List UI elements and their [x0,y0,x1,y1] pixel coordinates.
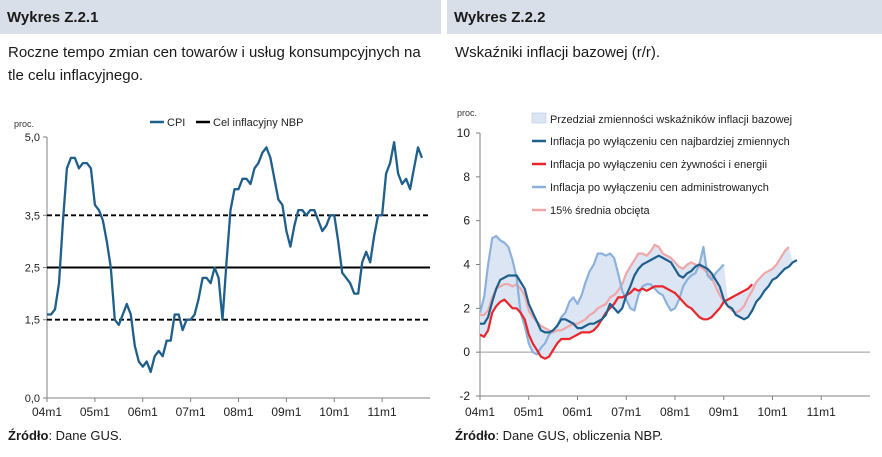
x-tick-label: 04m1 [465,405,495,419]
x-tick-label: 04m1 [32,405,62,419]
series-line-1 [479,283,754,360]
chart-panel-core-inflation: Wykres Z.2.2 Wskaźniki inflacji bazowej … [447,0,882,457]
cpi-chart: proc. 0,0 1,5 2,5 3,5 5,0 04m1 05m1 06m1 07m1 08m1… [14,117,430,419]
x-tick-label: 11m1 [807,405,836,419]
series-line-0 [480,254,798,334]
x-tick-label: 09m1 [709,405,739,419]
x-tick-label: 10m1 [319,405,349,419]
y-tick-label: 6 [463,214,470,228]
y-tick-label: 2 [463,301,470,315]
legend-label: CPI [167,117,185,129]
legend-label: Inflacja po wyłączeniu cen najbardziej z… [550,136,790,148]
x-tick-label: 10m1 [757,405,787,419]
x-tick-label: 07m1 [176,405,206,419]
x-tick-label: 07m1 [611,405,641,419]
y-tick-label: 0 [463,345,470,359]
y-tick-label: 5,0 [25,132,40,144]
legend-label: Cel inflacyjny NBP [213,117,303,129]
chart-title: Wskaźniki inflacji bazowej (r/r). [455,44,661,61]
chart-panel-cpi: Wykres Z.2.1 Roczne tempo zmian cen towa… [0,0,441,443]
x-tick-label: 08m1 [660,405,690,419]
y-tick-label: 3,5 [25,210,40,222]
chart-source: Źródło: Dane GUS, obliczenia NBP. [455,428,663,443]
series-line-3 [480,243,790,334]
legend-label: Przedział zmienności wskaźników inflacji… [550,114,792,126]
chart-source: Źródło: Dane GUS. [8,428,123,443]
x-tick-label: 08m1 [223,405,253,419]
y-tick-label: 8 [463,170,470,184]
x-tick-label: 06m1 [562,405,592,419]
y-axis-label: proc. [14,119,34,129]
y-tick-label: 1,5 [25,315,40,327]
y-tick-label: -2 [459,389,470,403]
cpi-series-line [47,141,424,374]
variability-band [480,236,797,359]
chart-title: Roczne tempo zmian cen towarów i usług k… [8,44,421,84]
x-tick-label: 05m1 [514,405,544,419]
x-tick-label: 09m1 [271,405,301,419]
y-tick-label: 4 [463,258,470,272]
y-tick-label: 10 [457,126,471,140]
chart-header: Wykres Z.2.1 [0,0,441,34]
legend-swatch-band [531,112,547,124]
legend-label: 15% średnia obcięta [550,205,651,217]
x-tick-label: 06m1 [128,405,158,419]
legend-label: Inflacja po wyłączeniu cen administrowan… [550,182,769,194]
x-tick-label: 05m1 [80,405,110,419]
legend-label: Inflacja po wyłączeniu cen żywności i en… [550,159,767,171]
chart-header: Wykres Z.2.2 [447,0,882,34]
y-axis-label: proc. [457,108,477,118]
x-tick-label: 11m1 [368,405,397,419]
y-tick-label: 0,0 [25,393,40,405]
core-inflation-chart: proc. -2 0 2 4 6 8 10 04m1 05m1 06m1 07m1 08m1 09m1 10… [457,108,870,419]
y-tick-label: 2,5 [25,263,40,275]
